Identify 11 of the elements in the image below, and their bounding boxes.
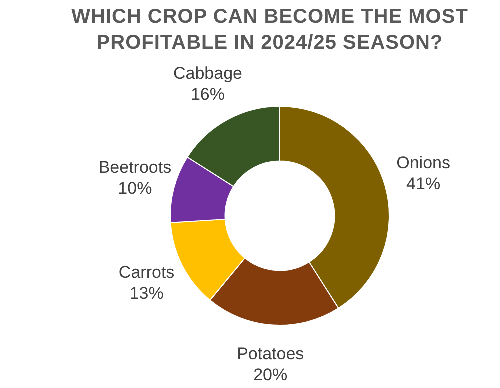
data-label: 20% [254, 365, 288, 384]
data-label: 41% [406, 174, 441, 194]
data-label: 10% [118, 179, 152, 198]
chart-title: WHICH CROP CAN BECOME THE MOST PROFITABLE IN 2024/25 SEASON? [70, 5, 470, 56]
slice-label: Cabbage [173, 64, 242, 84]
slice-label: Beetroots [98, 158, 172, 178]
slice-label: Onions [396, 153, 450, 172]
data-label: 13% [130, 284, 164, 304]
slice-label: Potatoes [237, 344, 304, 364]
data-label: 16% [190, 85, 225, 104]
slice-label: Carrots [118, 263, 175, 282]
